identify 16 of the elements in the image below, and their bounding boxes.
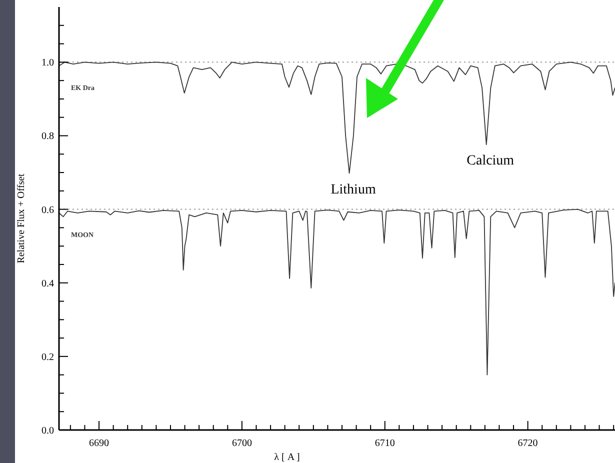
y-tick-label: 0.6 <box>42 204 54 216</box>
x-tick-label: 6700 <box>232 438 252 449</box>
y-tick-label: 0.4 <box>42 278 54 290</box>
x-axis-title: λ [ A ] <box>274 452 300 463</box>
line-series <box>59 208 615 376</box>
y-tick-label: 0.0 <box>42 426 54 436</box>
y-axis-title: Relative Flux + Offset <box>16 173 27 264</box>
x-tick-label: 6720 <box>518 438 538 449</box>
annotation: Lithium <box>330 182 376 198</box>
annotation: Calcium <box>466 154 514 169</box>
y-tick-label: 1.0 <box>42 58 54 69</box>
x-tick-label: 6690 <box>89 438 110 449</box>
y-tick-label: 0.2 <box>42 352 54 363</box>
x-tick-label: 6710 <box>374 438 395 449</box>
line-series <box>59 62 615 174</box>
y-tick-label: 0.8 <box>42 131 54 142</box>
